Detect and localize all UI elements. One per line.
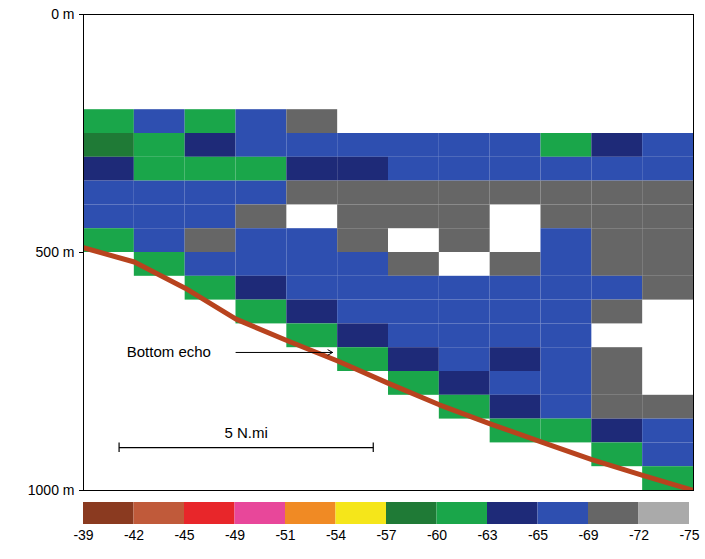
svg-text:-42: -42 [124,527,144,543]
svg-text:-49: -49 [225,527,245,543]
svg-text:-65: -65 [528,527,548,543]
svg-text:-69: -69 [578,527,598,543]
svg-text:-51: -51 [275,527,295,543]
svg-text:500 m: 500 m [36,244,75,260]
svg-text:-39: -39 [73,527,93,543]
svg-text:-45: -45 [174,527,194,543]
svg-text:-63: -63 [477,527,497,543]
svg-text:Bottom echo: Bottom echo [127,343,211,360]
svg-text:-54: -54 [326,527,346,543]
svg-text:5 N.mi: 5 N.mi [224,424,267,441]
svg-text:-75: -75 [679,527,699,543]
svg-text:0 m: 0 m [51,6,74,22]
svg-text:-72: -72 [629,527,649,543]
svg-text:1000 m: 1000 m [28,482,75,498]
svg-text:-60: -60 [427,527,447,543]
svg-text:-57: -57 [376,527,396,543]
